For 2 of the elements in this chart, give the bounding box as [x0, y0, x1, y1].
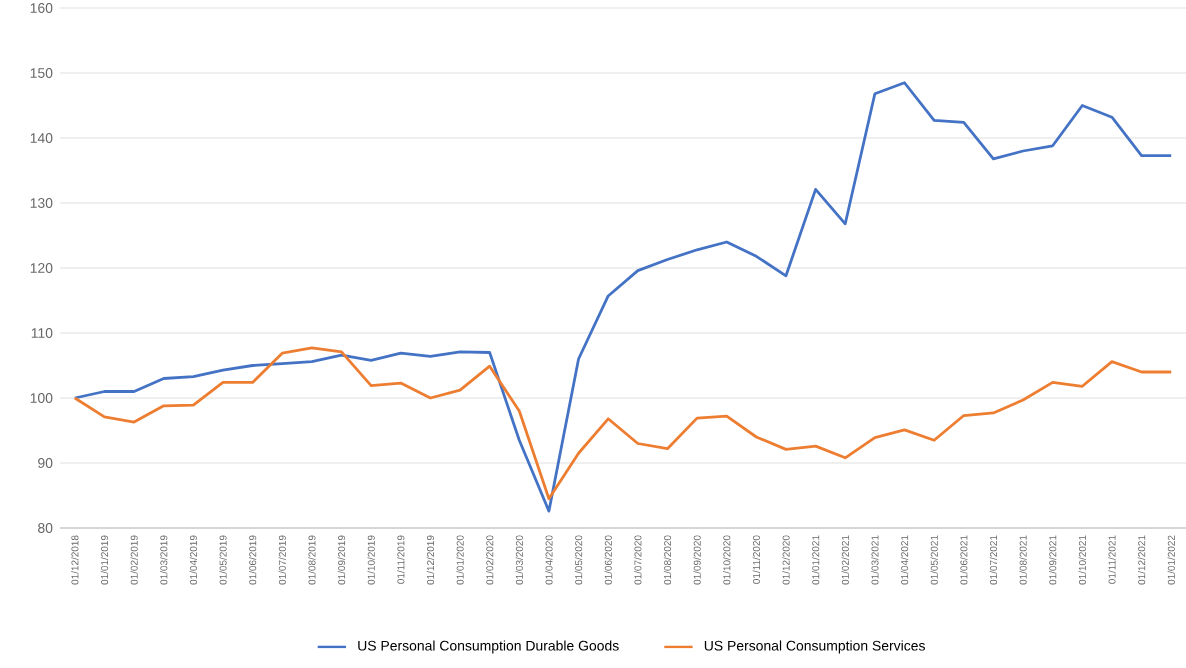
line-series: [73, 346, 1173, 501]
line-series: [73, 81, 1173, 513]
